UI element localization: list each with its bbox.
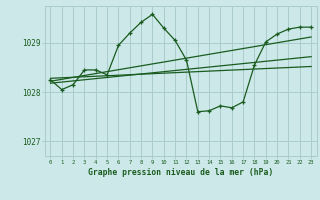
X-axis label: Graphe pression niveau de la mer (hPa): Graphe pression niveau de la mer (hPa) bbox=[88, 168, 273, 177]
